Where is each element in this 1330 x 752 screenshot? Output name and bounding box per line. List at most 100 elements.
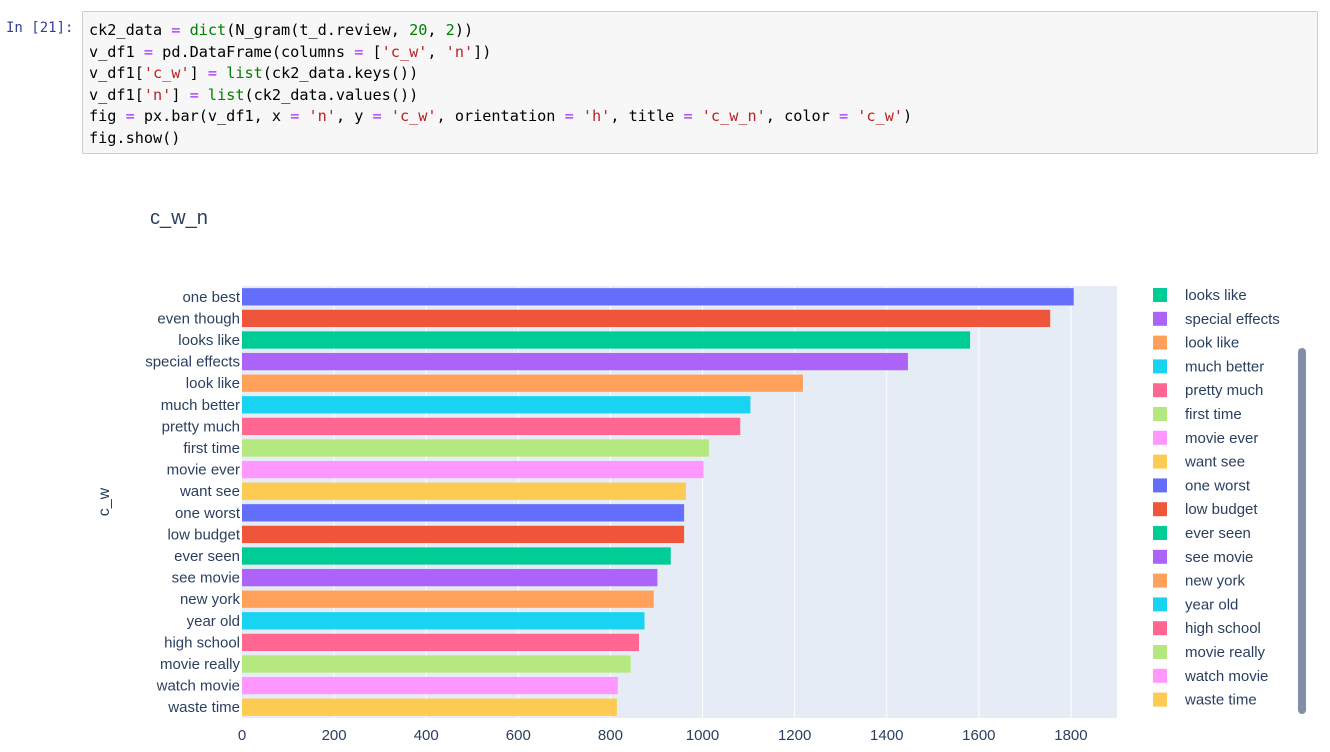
x-tick-label: 1600 [962, 727, 995, 744]
legend-swatch [1153, 645, 1167, 659]
code-token: [ [363, 42, 382, 61]
legend-swatch [1153, 454, 1167, 469]
y-tick-label: low budget [167, 526, 240, 543]
bar [242, 396, 751, 414]
cell-prompt: In [21]: [6, 20, 74, 36]
y-tick-label: much better [161, 397, 240, 414]
bar [242, 482, 686, 500]
code-token: v_df1 [89, 42, 144, 61]
code-token: = [564, 107, 574, 125]
legend-item-label: one worst [1185, 477, 1251, 494]
code-token: , orientation [436, 107, 565, 125]
code-line: v_df1['n'] = list(ck2_data.values()) [89, 85, 1311, 107]
code-token: = [683, 107, 693, 125]
plot-background [242, 286, 1117, 718]
legend-swatch [1153, 621, 1167, 636]
legend-swatch [1153, 311, 1167, 326]
legend-swatch [1153, 668, 1167, 683]
code-token: ] [189, 64, 208, 82]
code-token: 2 [445, 21, 455, 39]
legend-item-label: much better [1185, 358, 1264, 375]
code-token: = [143, 42, 154, 61]
code-token: = [171, 21, 181, 39]
legend-item-label: watch movie [1184, 668, 1268, 685]
bar [242, 504, 685, 522]
code-token: = [125, 107, 135, 125]
legend-item-label: look like [1185, 335, 1239, 352]
code-token: = [207, 64, 218, 82]
code-token: , title [610, 107, 684, 125]
legend-swatch [1153, 359, 1167, 374]
plot-output[interactable]: one best even though looks like special eff… [82, 190, 1322, 752]
bar [242, 309, 1051, 328]
code-token: ]) [473, 42, 492, 61]
code-token: (N_gram(t_d.review, [226, 21, 410, 39]
code-token: pd.DataFrame(columns [153, 42, 355, 61]
legend-item-label: pretty much [1185, 382, 1263, 399]
code-line: fig.show() [89, 128, 1311, 150]
x-tick-label: 200 [322, 727, 347, 744]
chart-title: c_w_n [150, 207, 208, 229]
code-token [574, 107, 583, 125]
x-tick-label: 1400 [870, 727, 903, 744]
legend-item-label: movie ever [1185, 430, 1258, 447]
code-token [848, 107, 857, 125]
legend-swatch [1153, 430, 1167, 445]
code-token: ck2_data [89, 21, 172, 39]
x-tick-label: 1000 [686, 727, 719, 744]
code-token: list [207, 85, 245, 104]
code-token [217, 64, 226, 82]
code-token: v_df1[ [89, 64, 144, 82]
code-token: 'n' [143, 85, 172, 104]
bar [242, 417, 741, 436]
code-cell-input[interactable]: ck2_data = dict(N_gram(t_d.review, 20, 2… [82, 11, 1318, 154]
bar [242, 331, 971, 349]
code-token: (ck2_data.keys()) [262, 64, 419, 82]
legend-swatch [1153, 526, 1167, 540]
code-token [693, 107, 702, 125]
code-token: = [189, 85, 199, 104]
code-line: v_df1['c_w'] = list(ck2_data.keys()) [89, 63, 1311, 85]
code-token: (ck2_data.values()) [244, 85, 419, 104]
y-tick-label: special effects [145, 354, 240, 371]
code-token: ] [171, 85, 190, 104]
y-tick-label: pretty much [162, 418, 240, 435]
legend-swatch [1153, 597, 1167, 612]
code-token: ) [902, 107, 913, 125]
code-token: fig [89, 107, 126, 125]
x-tick-label: 1800 [1054, 727, 1087, 744]
legend-item-label: first time [1185, 406, 1242, 423]
code-token: 'c_w' [857, 107, 903, 125]
code-line: fig = px.bar(v_df1, x = 'n', y = 'c_w', … [89, 106, 1311, 128]
legend-item-label: year old [1185, 596, 1238, 613]
bar [242, 547, 671, 565]
code-token: 20 [409, 21, 428, 39]
legend-scrollbar[interactable] [1298, 348, 1306, 714]
legend-swatch [1153, 549, 1167, 564]
legend-item-label: want see [1184, 454, 1245, 471]
legend-swatch [1153, 573, 1167, 588]
legend-swatch [1153, 692, 1167, 707]
legend-item-label: waste time [1184, 692, 1257, 709]
code-token [382, 107, 391, 125]
legend-item-label: ever seen [1185, 525, 1251, 542]
x-tick-label: 400 [414, 727, 439, 744]
code-token: = [290, 107, 300, 125]
legend-swatch [1153, 407, 1167, 421]
bar [242, 633, 639, 652]
code-token: , [427, 42, 446, 61]
legend-item-label: movie really [1185, 644, 1266, 661]
bar [242, 374, 803, 392]
x-tick-label: 600 [506, 727, 531, 744]
legend-item-label: looks like [1185, 287, 1247, 304]
bar [242, 460, 704, 479]
y-tick-label: waste time [167, 699, 240, 716]
code-line: v_df1 = pd.DataFrame(columns = ['c_w', '… [89, 42, 1311, 64]
code-token: px.bar(v_df1, x [134, 107, 291, 125]
code-token: 'n' [308, 107, 336, 125]
y-tick-label: high school [164, 634, 240, 651]
code-token: 'c_w' [143, 64, 190, 82]
y-tick-label: first time [183, 440, 240, 457]
code-token: 'c_w' [381, 42, 428, 61]
y-tick-label: new york [180, 591, 241, 608]
